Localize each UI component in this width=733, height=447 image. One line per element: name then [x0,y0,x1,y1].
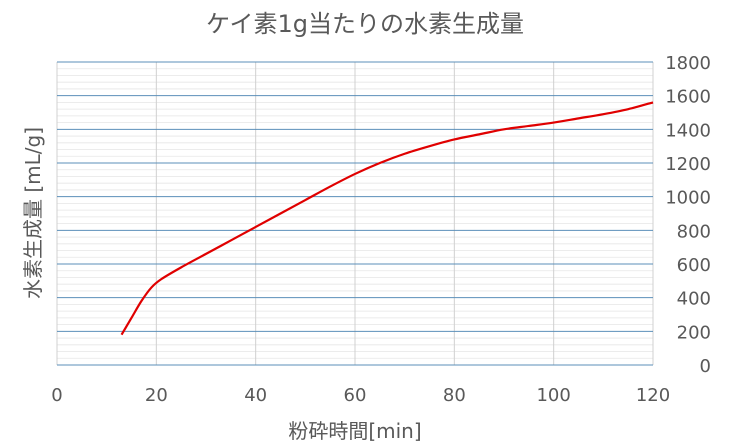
major-gridlines [56,61,654,366]
x-axis-ticks: 0 20 40 60 80 100 120 [51,385,670,406]
y-tick-label: 1200 [665,154,711,175]
y-tick-label: 600 [677,255,711,276]
x-tick-label: 100 [536,385,570,406]
y-tick-label: 1000 [665,188,711,209]
series-group [120,101,654,336]
y-tick-label: 1800 [665,53,711,74]
y-tick-label: 1600 [665,87,711,108]
x-tick-label: 40 [244,385,267,406]
y-tick-label: 1400 [665,120,711,141]
y-tick-label: 400 [677,289,711,310]
x-tick-label: 120 [636,385,670,406]
y-tick-label: 800 [677,221,711,242]
x-tick-label: 0 [51,385,62,406]
y-tick-label: 200 [677,322,711,343]
x-tick-label: 60 [344,385,367,406]
y-axis-label: 水素生成量 [mL/g] [21,127,45,299]
x-axis-label: 粉砕時間[min] [288,419,421,443]
series-line [120,101,654,336]
x-tick-label: 80 [443,385,466,406]
x-tick-label: 20 [145,385,168,406]
chart-title: ケイ素1g当たりの水素生成量 [206,10,524,38]
y-axis-ticks: 0 200 400 600 800 1000 1200 1400 1600 1800 [665,53,711,377]
y-tick-label: 0 [700,356,711,377]
